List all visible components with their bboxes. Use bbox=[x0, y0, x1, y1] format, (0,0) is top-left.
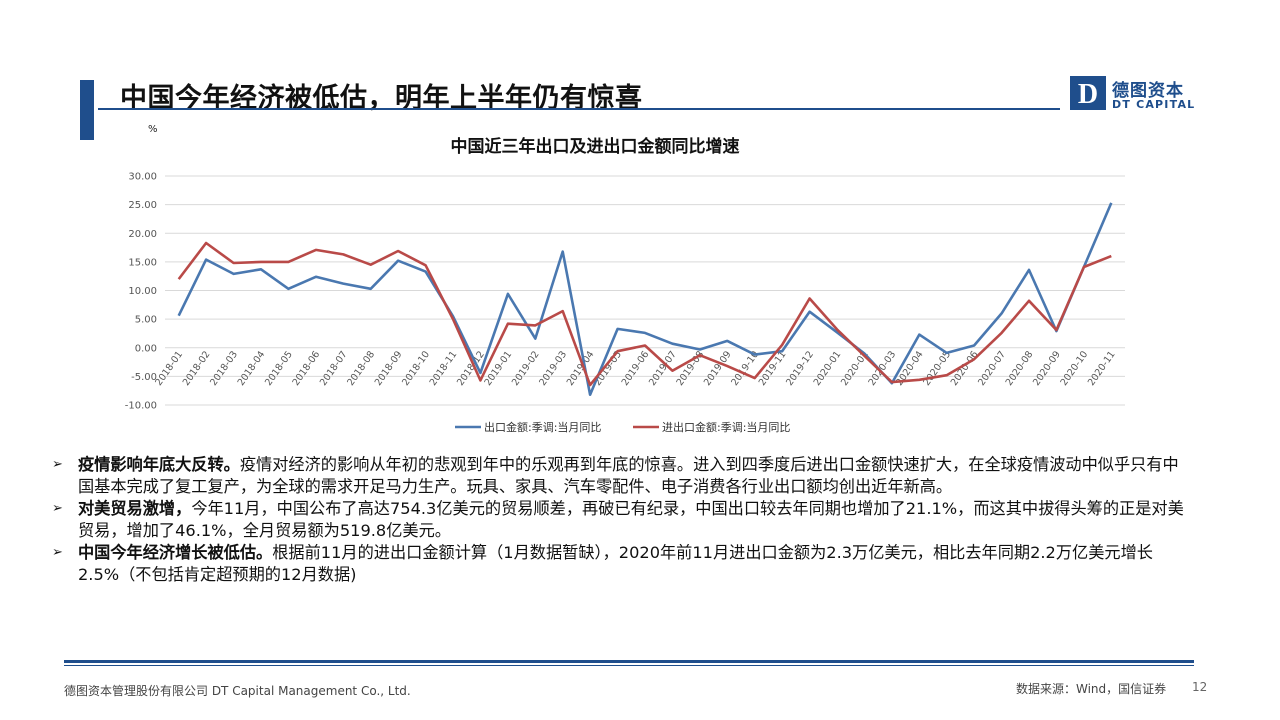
y-tick-label: 25.00 bbox=[128, 200, 157, 211]
dt-logo-icon: D bbox=[1070, 76, 1106, 110]
bullet-heading: 中国今年经济增长被低估。 bbox=[78, 543, 273, 562]
bullet-arrow-icon: ➢ bbox=[52, 457, 63, 472]
title-underline bbox=[98, 108, 1060, 110]
y-tick-label: -10.00 bbox=[125, 401, 157, 412]
series-line-trade bbox=[177, 241, 1112, 387]
footer-divider bbox=[64, 660, 1194, 663]
bullet-arrow-icon: ➢ bbox=[52, 501, 63, 516]
bullet-item: ➢ 对美贸易激增，今年11月，中国公布了高达754.3亿美元的贸易顺差，再破已有… bbox=[52, 498, 1192, 542]
series-line-export bbox=[177, 202, 1113, 397]
company-logo: D 德图资本 DT CAPITAL bbox=[1070, 76, 1200, 116]
export-chart: % 中国近三年出口及进出口金额同比增速 30.00 25.00 20.00 15.00 10… bbox=[100, 118, 1140, 448]
bullet-text: 根据前11月的进出口金额计算（1月数据暂缺），2020年前11月进出口金额为2.… bbox=[78, 543, 1153, 584]
chart-svg: % 中国近三年出口及进出口金额同比增速 30.00 25.00 20.00 15.00 10… bbox=[125, 124, 1125, 434]
chart-title: 中国近三年出口及进出口金额同比增速 bbox=[451, 136, 740, 157]
bullet-item: ➢ 中国今年经济增长被低估。根据前11月的进出口金额计算（1月数据暂缺），202… bbox=[52, 542, 1192, 586]
page-number: 12 bbox=[1192, 680, 1208, 694]
y-unit-label: % bbox=[148, 124, 158, 135]
logo-en-text: DT CAPITAL bbox=[1112, 98, 1196, 111]
bullet-heading: 疫情影响年底大反转。 bbox=[78, 455, 240, 474]
bullet-arrow-icon: ➢ bbox=[52, 545, 63, 560]
y-tick-label: 5.00 bbox=[135, 315, 157, 326]
logo-cn-text: 德图资本 bbox=[1112, 81, 1184, 101]
bullet-list: ➢ 疫情影响年底大反转。疫情对经济的影响从年初的悲观到年中的乐观再到年底的惊喜。… bbox=[52, 454, 1192, 586]
y-tick-label: 0.00 bbox=[135, 343, 157, 354]
logo-mark-letter: D bbox=[1078, 79, 1098, 110]
legend-label: 进出口金额:季调:当月同比 bbox=[662, 420, 790, 434]
footer-company: 德图资本管理股份有限公司 DT Capital Management Co., … bbox=[64, 684, 411, 698]
bullet-heading: 对美贸易激增， bbox=[78, 499, 192, 518]
y-tick-label: 20.00 bbox=[128, 229, 157, 240]
bullet-item: ➢ 疫情影响年底大反转。疫情对经济的影响从年初的悲观到年中的乐观再到年底的惊喜。… bbox=[52, 454, 1192, 498]
x-tick-label: 2020-11 bbox=[1086, 349, 1118, 388]
title-accent-bar bbox=[80, 80, 94, 140]
y-tick-label: 15.00 bbox=[128, 257, 157, 268]
bullet-text: 今年11月，中国公布了高达754.3亿美元的贸易顺差，再破已有纪录，中国出口较去… bbox=[78, 499, 1184, 540]
footer-source: 数据来源：Wind，国信证券 bbox=[1016, 682, 1167, 696]
bullet-text: 疫情对经济的影响从年初的悲观到年中的乐观再到年底的惊喜。进入到四季度后进出口金额… bbox=[78, 455, 1179, 496]
legend-label: 出口金额:季调:当月同比 bbox=[484, 420, 601, 434]
y-tick-label: 10.00 bbox=[128, 286, 157, 297]
y-tick-label: 30.00 bbox=[128, 172, 157, 183]
footer-divider-thin bbox=[64, 665, 1194, 666]
y-tick-label: -5.00 bbox=[131, 372, 157, 383]
